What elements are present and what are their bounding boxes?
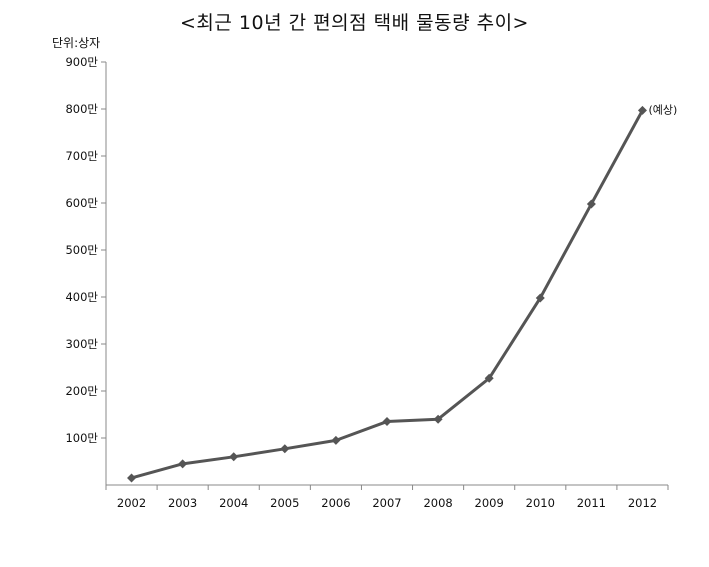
y-tick-label: 800만 xyxy=(65,102,98,116)
data-point-marker xyxy=(586,199,596,209)
data-point-marker xyxy=(331,435,341,445)
y-tick-label: 100만 xyxy=(65,431,98,445)
x-tick-label: 2009 xyxy=(475,496,504,510)
data-point-marker xyxy=(127,473,137,483)
x-tick-label: 2006 xyxy=(321,496,350,510)
y-tick-label: 600만 xyxy=(65,196,98,210)
axes xyxy=(105,62,668,486)
x-tick-label: 2012 xyxy=(628,496,657,510)
data-point-marker xyxy=(484,373,494,383)
x-tick-label: 2010 xyxy=(526,496,555,510)
x-tick-label: 2005 xyxy=(270,496,299,510)
forecast-annotation: (예상) xyxy=(648,103,677,116)
y-tick-label: 200만 xyxy=(65,384,98,398)
y-tick-label: 500만 xyxy=(65,243,98,257)
data-point-marker xyxy=(229,452,239,462)
x-tick-label: 2004 xyxy=(219,496,248,510)
data-point-marker xyxy=(178,459,188,469)
chart-title: <최근 10년 간 편의점 택배 물동량 추이> xyxy=(180,12,529,34)
data-point-marker xyxy=(535,293,545,303)
y-tick-label: 700만 xyxy=(65,149,98,163)
unit-label: 단위:상자 xyxy=(52,36,101,50)
y-axis-ticks: 100만 200만 300만 400만 500만 600만 700만 800만 900만 xyxy=(65,55,106,445)
x-axis-ticks: 2002 2003 2004 2005 2006 2007 2008 2009 2010 2011… xyxy=(105,485,669,510)
data-point-marker xyxy=(280,444,290,454)
x-tick-label: 2002 xyxy=(117,496,146,510)
y-tick-label: 400만 xyxy=(65,290,98,304)
x-tick-label: 2003 xyxy=(168,496,197,510)
y-tick-label: 300만 xyxy=(65,337,98,351)
series-layer: (예상) xyxy=(127,103,677,483)
x-tick-label: 2007 xyxy=(372,496,401,510)
data-point-marker xyxy=(637,105,647,115)
data-point-marker xyxy=(433,414,443,424)
x-tick-label: 2008 xyxy=(423,496,452,510)
y-tick-label: 900만 xyxy=(65,55,98,69)
data-point-marker xyxy=(382,417,392,427)
x-tick-label: 2011 xyxy=(577,496,606,510)
